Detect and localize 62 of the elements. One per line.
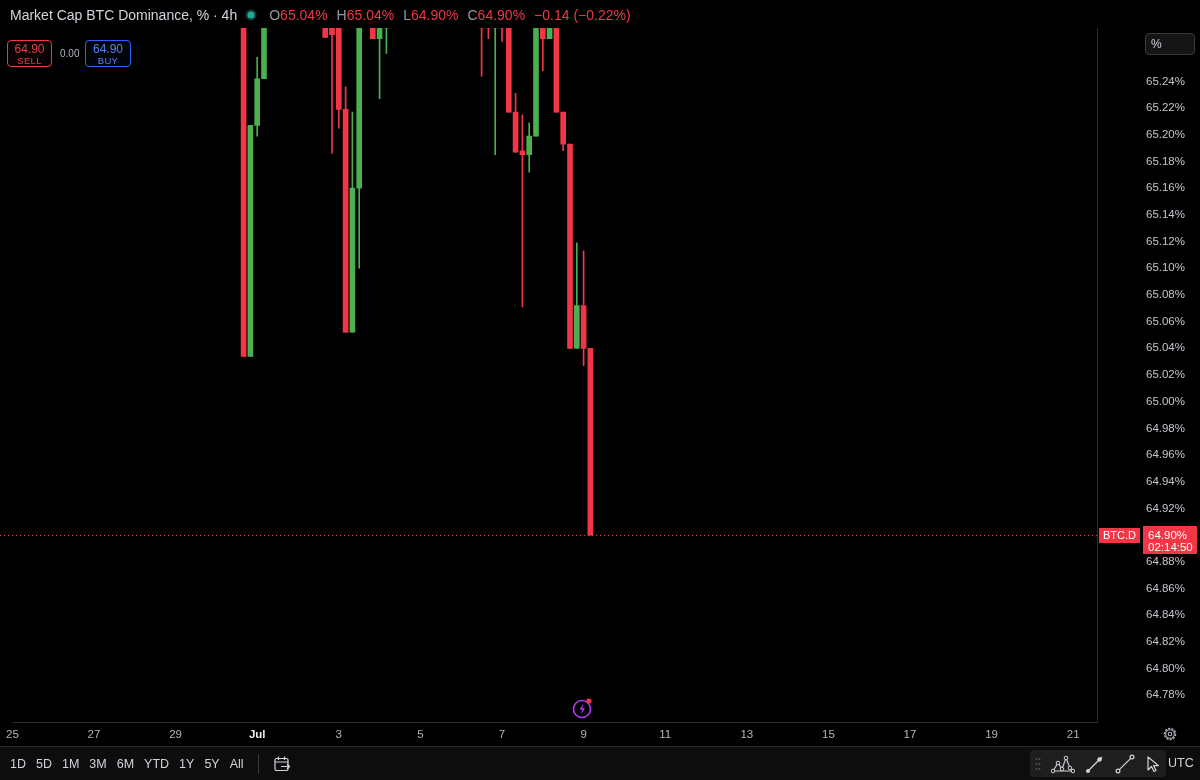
x-tick-label: 25 bbox=[6, 728, 19, 741]
y-tick-label: 65.00% bbox=[1145, 394, 1185, 407]
text: 6M bbox=[116, 756, 135, 771]
text: C64.90% bbox=[467, 7, 526, 23]
y-tick-label: 65.16% bbox=[1145, 181, 1185, 194]
annotation: 64.90 bbox=[14, 42, 45, 56]
x-tick-label: 19 bbox=[985, 728, 998, 741]
text: 1M bbox=[61, 756, 80, 771]
y-tick-label: 64.82% bbox=[1145, 635, 1185, 648]
text: UTC bbox=[1168, 755, 1194, 772]
x-tick-label: 5 bbox=[417, 728, 424, 741]
x-tick-label: 21 bbox=[1066, 728, 1080, 741]
y-tick-label: 65.22% bbox=[1145, 101, 1185, 114]
y-tick-label: 64.84% bbox=[1145, 608, 1185, 621]
text: H65.04% bbox=[336, 7, 395, 23]
ref-line-label: BTC.D bbox=[1103, 528, 1137, 541]
text: L64.90% bbox=[403, 7, 459, 23]
text: 64.90% bbox=[1148, 528, 1188, 541]
y-tick-label: 64.94% bbox=[1145, 474, 1185, 487]
y-tick-label: 64.80% bbox=[1145, 661, 1185, 674]
x-tick-label: 3 bbox=[335, 728, 342, 741]
x-tick-label: 13 bbox=[740, 728, 754, 741]
text: −0.14 (−0.22%) bbox=[534, 7, 631, 23]
y-tick-label: 64.96% bbox=[1145, 448, 1185, 461]
text: All bbox=[229, 756, 244, 771]
text: % bbox=[1151, 36, 1162, 52]
text: 5D bbox=[35, 756, 52, 771]
y-tick-label: 64.78% bbox=[1145, 688, 1185, 701]
text: 1Y bbox=[179, 756, 195, 771]
x-tick-label: 15 bbox=[822, 728, 835, 741]
x-tick-label: 27 bbox=[87, 728, 101, 741]
text: 5Y bbox=[204, 756, 220, 771]
x-tick-label: Jul bbox=[248, 728, 266, 741]
text: YTD bbox=[144, 756, 170, 771]
x-tick-label: 9 bbox=[580, 728, 587, 741]
y-tick-label: 65.12% bbox=[1145, 234, 1185, 247]
text: 3M bbox=[89, 756, 107, 771]
annotation: SELL bbox=[17, 55, 42, 66]
y-tick-label: 65.04% bbox=[1145, 341, 1185, 354]
y-tick-label: 65.08% bbox=[1145, 288, 1185, 301]
text: 02:14:50 bbox=[1148, 541, 1193, 554]
y-tick-label: 64.88% bbox=[1145, 555, 1185, 568]
y-tick-label: 65.18% bbox=[1145, 154, 1185, 167]
text: O65.04% bbox=[269, 7, 328, 23]
y-tick-label: 64.86% bbox=[1145, 581, 1185, 594]
y-tick-label: 65.24% bbox=[1145, 74, 1185, 87]
x-tick-label: 17 bbox=[903, 728, 917, 741]
y-tick-label: 65.10% bbox=[1145, 261, 1185, 274]
y-tick-label: 65.02% bbox=[1145, 368, 1185, 381]
annotation: BUY bbox=[97, 55, 119, 66]
y-tick-label: 65.20% bbox=[1145, 127, 1185, 140]
text: 1D bbox=[10, 756, 26, 771]
annotation: 64.90 bbox=[92, 42, 124, 56]
y-tick-label: 64.92% bbox=[1145, 501, 1185, 514]
annotation: 0.00 bbox=[60, 48, 80, 59]
y-tick-label: 64.98% bbox=[1145, 421, 1185, 434]
y-tick-label: 65.14% bbox=[1145, 208, 1185, 221]
x-tick-label: 7 bbox=[498, 728, 506, 741]
y-tick-label: 65.06% bbox=[1145, 314, 1185, 327]
chart-title: Market Cap BTC Dominance, % · 4h bbox=[10, 7, 238, 23]
x-tick-label: 29 bbox=[169, 728, 182, 741]
x-tick-label: 11 bbox=[659, 728, 672, 741]
